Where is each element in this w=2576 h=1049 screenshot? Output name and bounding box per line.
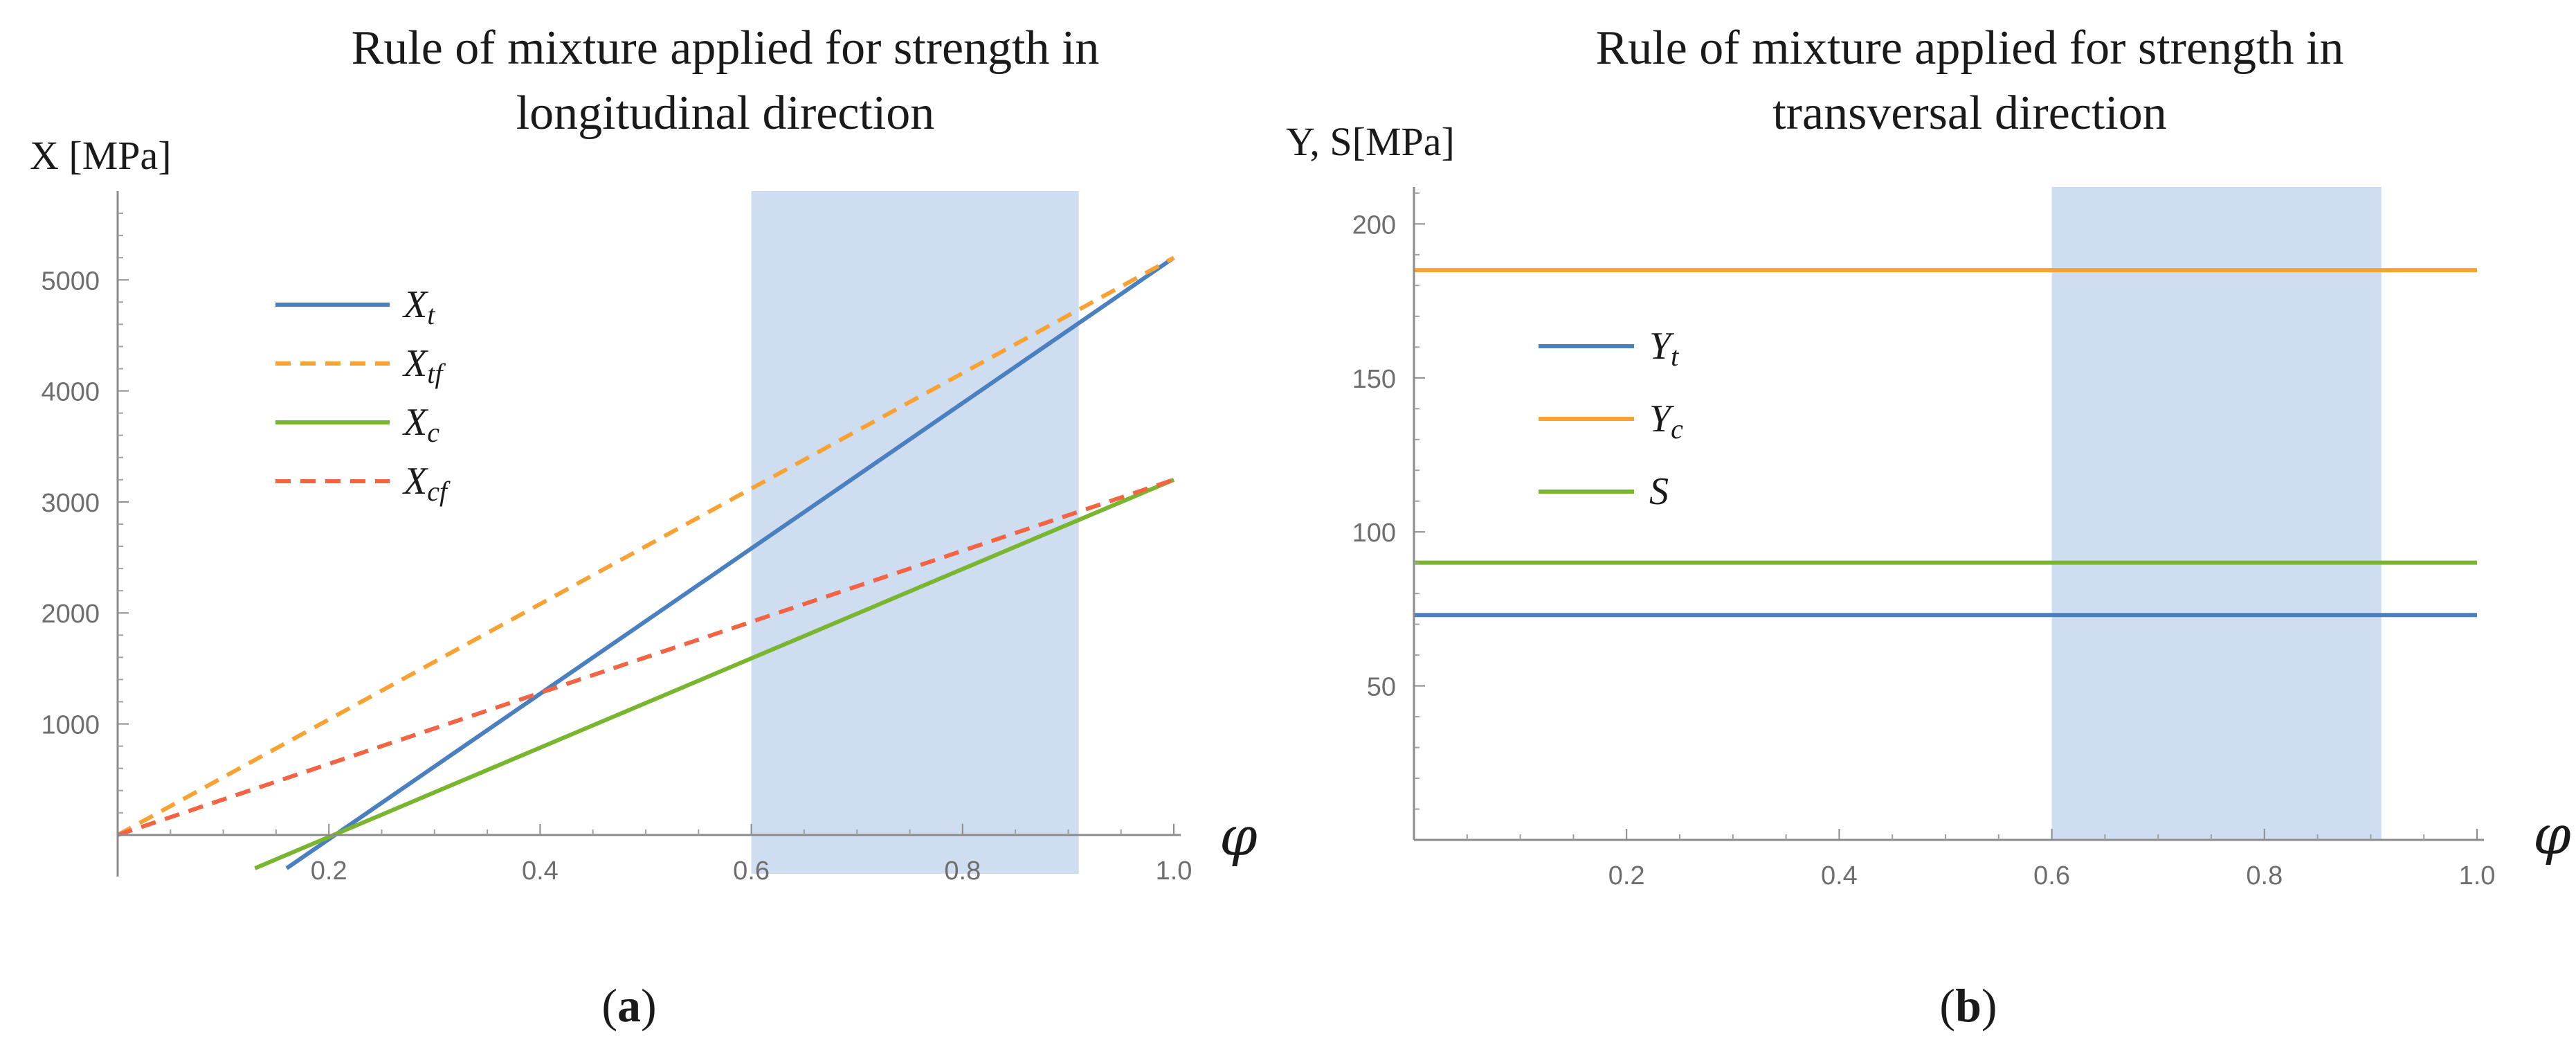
chart-b: 0.2 0.4 0.6 0.8 1.0 50 100 150 200 Rule of mixtu… bbox=[1286, 21, 2571, 1032]
chart-a-y-label: X [MPa] bbox=[30, 133, 172, 178]
chart-b-legend: Yt Yc S bbox=[1539, 325, 1683, 513]
chart-a-title-line1: Rule of mixture applied for strength in bbox=[352, 21, 1100, 75]
y-tick-label: 150 bbox=[1352, 365, 1396, 394]
chart-b-shaded-region bbox=[2051, 187, 2382, 840]
x-tick-label: 0.8 bbox=[944, 857, 981, 886]
y-tick-label: 1000 bbox=[41, 711, 100, 740]
legend-label-xt: Xt bbox=[402, 283, 435, 330]
y-tick-label: 50 bbox=[1367, 673, 1396, 702]
chart-b-caption-letter: b bbox=[1955, 979, 1981, 1032]
chart-b-caption: (b) bbox=[1939, 979, 1997, 1032]
legend-label-xcf: Xcf bbox=[402, 460, 451, 507]
series-line-xtf bbox=[116, 255, 1175, 837]
x-tick-label: 0.2 bbox=[311, 857, 347, 886]
x-tick-label: 0.4 bbox=[522, 857, 559, 886]
chart-a-title-line2: longitudinal direction bbox=[516, 87, 935, 140]
chart-b-y-label: Y, S[MPa] bbox=[1286, 119, 1455, 164]
chart-a-legend: Xt Xtf Xc Xcf bbox=[275, 283, 451, 507]
series-line-xc bbox=[254, 478, 1175, 870]
legend-label-yt: Yt bbox=[1649, 325, 1679, 372]
y-tick-label: 4000 bbox=[41, 378, 100, 407]
legend-label-s: S bbox=[1649, 470, 1669, 513]
x-tick-label: 0.6 bbox=[2033, 861, 2070, 890]
x-tick-label: 0.4 bbox=[1821, 861, 1858, 890]
y-tick-label: 5000 bbox=[41, 267, 100, 296]
legend-label-xc: Xc bbox=[402, 401, 439, 448]
x-tick-label: 0.6 bbox=[733, 857, 770, 886]
legend-label-yc: Yc bbox=[1649, 397, 1683, 445]
series-line-xcf bbox=[117, 478, 1174, 837]
series-line-xt bbox=[285, 255, 1175, 870]
y-tick-label: 100 bbox=[1352, 519, 1396, 548]
y-tick-label: 200 bbox=[1352, 210, 1396, 240]
chart-a-x-label: φ bbox=[1219, 806, 1258, 868]
chart-b-x-label: φ bbox=[2533, 805, 2571, 867]
chart-a: 0.2 0.4 0.6 0.8 1.0 1000 2000 3000 4000 5000 Rule… bbox=[30, 21, 1258, 1032]
chart-a-shaded-region bbox=[751, 191, 1079, 874]
y-tick-label: 2000 bbox=[41, 600, 100, 629]
chart-b-title-line1: Rule of mixture applied for strength in bbox=[1596, 21, 2344, 75]
chart-b-title-line2: transversal direction bbox=[1772, 87, 2167, 140]
x-tick-label: 0.2 bbox=[1608, 861, 1645, 890]
x-tick-label: 1.0 bbox=[2459, 861, 2496, 890]
x-tick-label: 0.8 bbox=[2246, 861, 2283, 890]
chart-a-caption-letter: a bbox=[617, 979, 641, 1032]
x-tick-label: 1.0 bbox=[1156, 857, 1192, 886]
chart-a-caption: (a) bbox=[601, 979, 656, 1032]
y-tick-label: 3000 bbox=[41, 489, 100, 518]
legend-label-xtf: Xtf bbox=[402, 342, 446, 389]
